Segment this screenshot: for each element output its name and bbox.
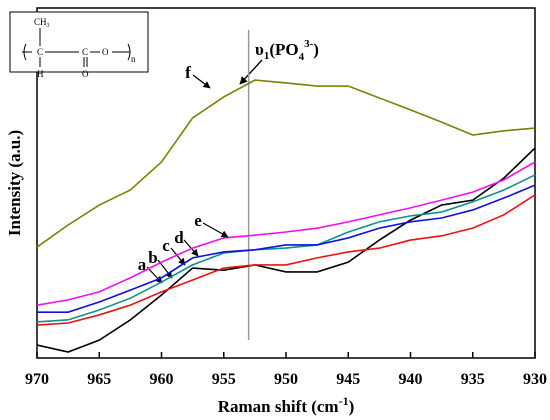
- series-label: c: [162, 236, 170, 255]
- label-arrow: [146, 266, 163, 284]
- inset-text: O: [82, 69, 89, 79]
- series-label: d: [174, 228, 184, 247]
- series-line: [36, 194, 536, 326]
- bonds: [22, 28, 131, 67]
- series-line: [36, 161, 536, 306]
- inset: CH3 C C O H O n: [9, 11, 149, 79]
- series-label: b: [148, 248, 157, 267]
- series-line: [36, 147, 536, 353]
- inset-text: O: [102, 47, 109, 57]
- series-label: e: [194, 211, 202, 230]
- inset-text: H: [37, 69, 44, 79]
- series-line: [36, 174, 536, 323]
- x-tick-label: 955: [212, 371, 236, 388]
- x-tick-label: 935: [461, 371, 485, 388]
- label-arrow: [202, 222, 229, 238]
- x-tick-label: 930: [523, 371, 547, 388]
- inset-text: n: [131, 54, 136, 64]
- series-label: f: [185, 63, 191, 82]
- series-line: [37, 184, 536, 313]
- x-tick-label: 950: [274, 371, 298, 388]
- series-label: a: [138, 255, 147, 274]
- series-line: [36, 79, 536, 248]
- y-axis-title: Intensity (a.u.): [5, 130, 24, 236]
- label-arrow: [192, 74, 211, 89]
- inset-text: CH3: [34, 17, 50, 29]
- label-arrow: [170, 247, 186, 266]
- x-axis-title: Raman shift (cm-1): [218, 394, 355, 416]
- x-tick-label: 945: [336, 371, 360, 388]
- annotation: υ1(PO43-): [255, 38, 319, 63]
- x-tick-label: 940: [399, 371, 423, 388]
- x-tick-label: 970: [25, 371, 49, 388]
- inset-text: C: [37, 47, 43, 57]
- inset-box: [9, 11, 149, 73]
- x-tick-label: 965: [87, 371, 111, 388]
- annotation-arrow: [239, 59, 263, 85]
- x-tick-label: 960: [150, 371, 174, 388]
- inset-text: C: [82, 47, 88, 57]
